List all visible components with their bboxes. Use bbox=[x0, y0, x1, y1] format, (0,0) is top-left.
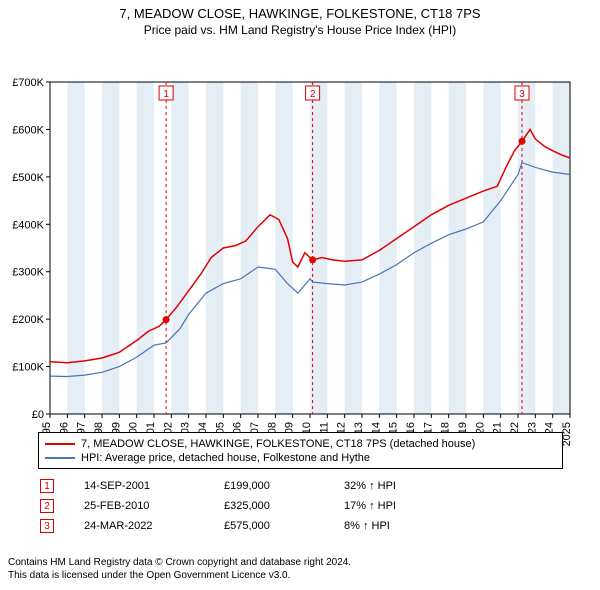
legend-label-property: 7, MEADOW CLOSE, HAWKINGE, FOLKESTONE, C… bbox=[81, 437, 475, 451]
sale-pct: 32% ↑ HPI bbox=[344, 480, 396, 492]
footer: Contains HM Land Registry data © Crown c… bbox=[8, 556, 351, 582]
legend-label-hpi: HPI: Average price, detached house, Folk… bbox=[81, 451, 370, 465]
sale-pct: 17% ↑ HPI bbox=[344, 500, 396, 512]
sale-price: £325,000 bbox=[224, 500, 344, 512]
chart-subtitle: Price paid vs. HM Land Registry's House … bbox=[0, 23, 600, 37]
sale-marker-icon: 1 bbox=[40, 479, 54, 493]
svg-text:£700K: £700K bbox=[12, 77, 44, 89]
sale-date: 25-FEB-2010 bbox=[84, 500, 224, 512]
chart-title: 7, MEADOW CLOSE, HAWKINGE, FOLKESTONE, C… bbox=[0, 6, 600, 21]
legend-swatch-property bbox=[45, 443, 75, 445]
legend: 7, MEADOW CLOSE, HAWKINGE, FOLKESTONE, C… bbox=[38, 432, 563, 469]
legend-item-hpi: HPI: Average price, detached house, Folk… bbox=[45, 451, 556, 465]
svg-text:1: 1 bbox=[163, 89, 169, 100]
svg-text:£400K: £400K bbox=[12, 219, 44, 231]
sale-row: 1 14-SEP-2001£199,00032% ↑ HPI bbox=[38, 476, 563, 496]
sale-marker-icon: 3 bbox=[40, 519, 54, 533]
svg-text:£500K: £500K bbox=[12, 172, 44, 184]
sale-date: 14-SEP-2001 bbox=[84, 480, 224, 492]
svg-text:£200K: £200K bbox=[12, 314, 44, 326]
svg-text:£300K: £300K bbox=[12, 267, 44, 279]
chart-titles: 7, MEADOW CLOSE, HAWKINGE, FOLKESTONE, C… bbox=[0, 0, 600, 37]
svg-text:2: 2 bbox=[310, 89, 316, 100]
footer-line-2: This data is licensed under the Open Gov… bbox=[8, 569, 351, 582]
sale-marker-icon: 2 bbox=[40, 499, 54, 513]
sales-table: 1 14-SEP-2001£199,00032% ↑ HPI 2 25-FEB-201… bbox=[38, 476, 563, 536]
footer-line-1: Contains HM Land Registry data © Crown c… bbox=[8, 556, 351, 569]
legend-swatch-hpi bbox=[45, 457, 75, 459]
legend-item-property: 7, MEADOW CLOSE, HAWKINGE, FOLKESTONE, C… bbox=[45, 437, 556, 451]
svg-text:£0: £0 bbox=[32, 409, 44, 421]
sale-row: 2 25-FEB-2010£325,00017% ↑ HPI bbox=[38, 496, 563, 516]
price-chart: £0£100K£200K£300K£400K£500K£600K£700K199… bbox=[0, 37, 600, 467]
sale-date: 24-MAR-2022 bbox=[84, 520, 224, 532]
svg-text:£600K: £600K bbox=[12, 124, 44, 136]
svg-text:3: 3 bbox=[519, 89, 525, 100]
sale-pct: 8% ↑ HPI bbox=[344, 520, 390, 532]
sale-price: £199,000 bbox=[224, 480, 344, 492]
sale-price: £575,000 bbox=[224, 520, 344, 532]
svg-text:£100K: £100K bbox=[12, 362, 44, 374]
sale-row: 3 24-MAR-2022£575,0008% ↑ HPI bbox=[38, 516, 563, 536]
